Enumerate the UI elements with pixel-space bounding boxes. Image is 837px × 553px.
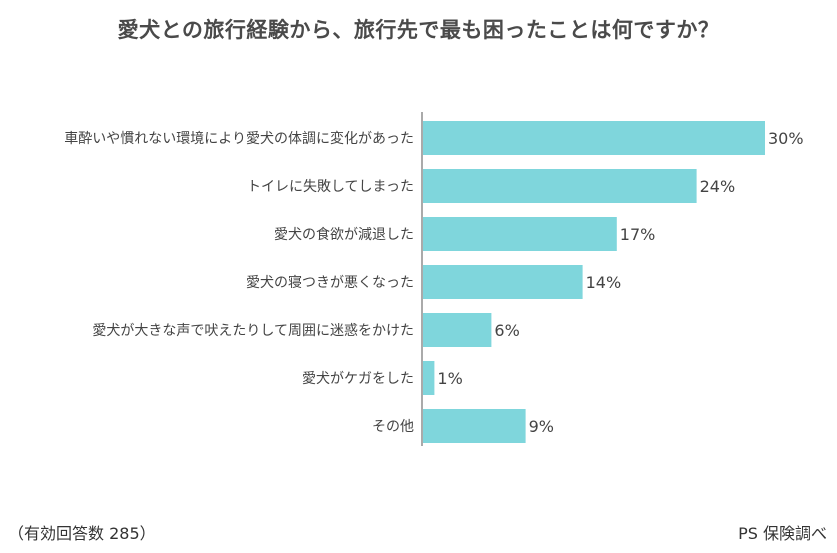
category-label: トイレに失敗してしまった — [247, 179, 414, 195]
value-label: 1% — [437, 369, 462, 388]
category-label: 愛犬の寝つきが悪くなった — [246, 274, 414, 291]
sample-size-note: （有効回答数 285） — [8, 524, 156, 543]
bar — [423, 169, 697, 203]
value-label: 6% — [494, 321, 519, 340]
bar — [423, 265, 583, 299]
value-label: 24% — [700, 177, 736, 196]
bar — [423, 217, 617, 251]
category-label: 愛犬が大きな声で吠えたりして周囲に迷惑をかけた — [92, 323, 414, 339]
chart-title: 愛犬との旅行経験から、旅行先で最も困ったことは何ですか？ — [117, 18, 720, 42]
category-label: その他 — [372, 419, 414, 435]
value-label: 14% — [586, 273, 622, 292]
value-label: 30% — [768, 129, 804, 148]
value-label: 17% — [620, 225, 656, 244]
bar — [423, 121, 765, 155]
value-label: 9% — [529, 417, 554, 436]
source-note: PS 保険調べ — [738, 524, 827, 543]
bar — [423, 409, 526, 443]
bar — [423, 361, 435, 395]
category-label: 車酔いや慣れない環境により愛犬の体調に変化があった — [64, 130, 414, 147]
bar — [423, 313, 492, 347]
category-label: 愛犬がケガをした — [302, 371, 414, 387]
category-label: 愛犬の食欲が減退した — [274, 226, 414, 243]
